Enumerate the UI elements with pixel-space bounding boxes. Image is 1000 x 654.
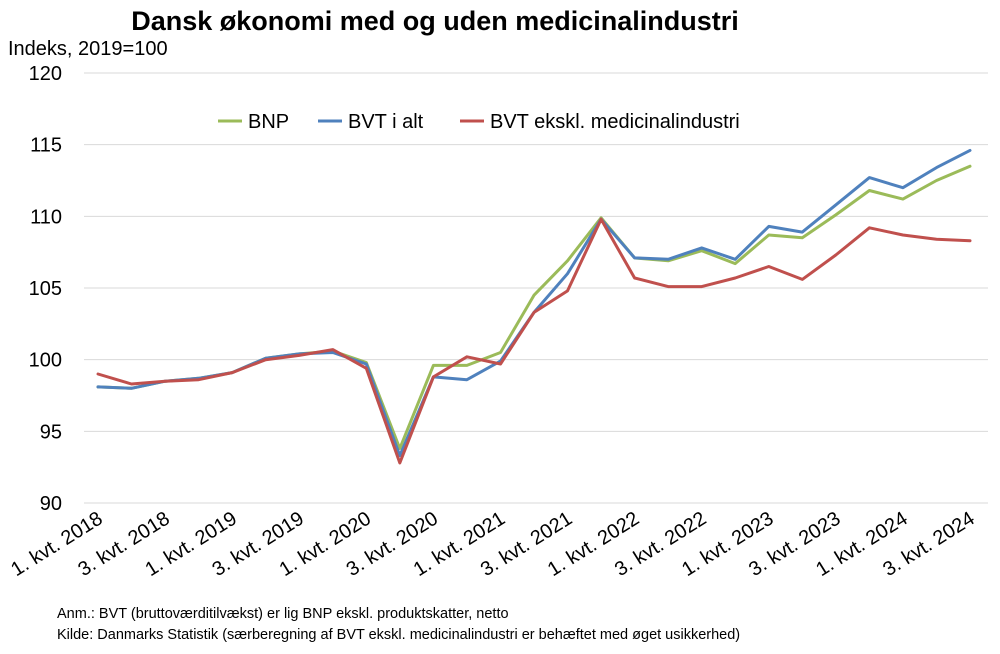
footnote-source: Kilde: Danmarks Statistik (særberegning … xyxy=(57,627,741,643)
series-line-bvt-ekskl-medicinalindustri xyxy=(96,217,972,465)
y-tick-label: 90 xyxy=(40,493,62,515)
chart-title: Dansk økonomi med og uden medicinalindus… xyxy=(131,6,739,36)
legend-label: BVT i alt xyxy=(348,111,424,133)
legend: BNP BVT i alt BVT ekskl. medicinalindustri xyxy=(218,111,740,133)
y-tick-label: 100 xyxy=(29,350,62,372)
legend-label: BVT ekskl. medicinalindustri xyxy=(490,111,740,133)
series-lines xyxy=(96,148,972,465)
y-tick-label: 115 xyxy=(30,135,62,157)
footnote-anm: Anm.: BVT (bruttoværditilvækst) er lig B… xyxy=(57,606,509,622)
y-tick-label: 110 xyxy=(30,206,62,228)
series-line-bnp xyxy=(96,164,972,450)
y-tick-label: 120 xyxy=(29,63,62,85)
legend-label: BNP xyxy=(248,111,289,133)
y-axis-label: Indeks, 2019=100 xyxy=(8,38,168,60)
gridlines xyxy=(84,72,988,504)
y-tick-label: 95 xyxy=(40,421,62,443)
y-tick-label: 105 xyxy=(29,278,62,300)
series-line-bvt-i-alt xyxy=(96,148,972,458)
y-axis-ticks: 90 95 100 105 110 115 120 xyxy=(29,63,62,515)
